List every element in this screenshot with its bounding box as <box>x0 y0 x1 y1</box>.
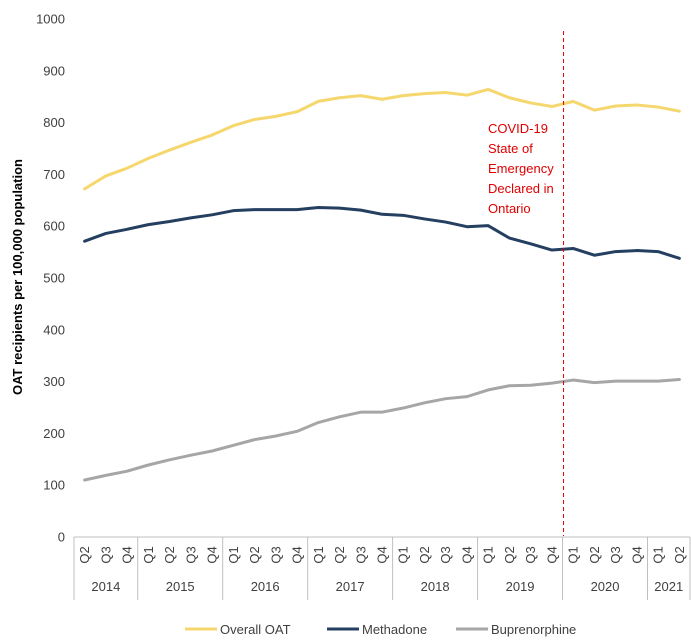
x-quarter-label-4: Q2 <box>162 546 177 563</box>
covid-annotation: COVID-19 State of Emergency Declared in Onta… <box>488 31 565 536</box>
x-quarter-label-7: Q1 <box>226 546 241 563</box>
x-quarter-label-13: Q3 <box>353 546 368 563</box>
y-tick-label-9: 900 <box>43 63 65 78</box>
x-quarter-label-2: Q4 <box>120 546 135 563</box>
annotation-line-1: State of <box>488 141 533 156</box>
x-quarter-label-0: Q2 <box>77 546 92 563</box>
y-tick-label-2: 200 <box>43 426 65 441</box>
x-quarter-label-14: Q4 <box>375 546 390 563</box>
series-line-overall-oat <box>83 87 681 191</box>
legend-label-overall-oat: Overall OAT <box>220 622 291 637</box>
x-axis: Q2 Q3 Q4 Q1 Q2 Q3 Q4 Q1 Q2 Q3 Q4 Q1 Q2 Q3 Q4 Q1 Q2 Q3 Q4 Q1… <box>73 536 691 600</box>
annotation-line-4: Ontario <box>488 201 531 216</box>
x-year-label-7: 2021 <box>654 579 683 594</box>
x-quarter-label-3: Q1 <box>141 546 156 563</box>
series-line-methadone <box>83 206 681 260</box>
y-tick-label-8: 800 <box>43 115 65 130</box>
x-quarter-label-28: Q2 <box>672 546 687 563</box>
y-tick-label-1: 100 <box>43 478 65 493</box>
y-tick-label-3: 300 <box>43 374 65 389</box>
x-quarter-label-9: Q3 <box>268 546 283 563</box>
x-quarter-label-26: Q4 <box>629 546 644 563</box>
x-quarter-label-21: Q3 <box>523 546 538 563</box>
x-year-label-6: 2020 <box>591 579 620 594</box>
x-year-label-1: 2015 <box>166 579 195 594</box>
series-lines <box>83 87 681 482</box>
y-axis: 0 100 200 300 400 500 600 700 800 900 1000 <box>36 12 65 545</box>
legend-label-methadone: Methadone <box>362 622 427 637</box>
x-quarter-label-17: Q3 <box>438 546 453 563</box>
legend: Overall OAT Methadone Buprenorphine <box>185 622 576 637</box>
x-quarter-label-8: Q2 <box>247 546 262 563</box>
x-quarter-label-6: Q4 <box>205 546 220 563</box>
x-quarter-label-15: Q1 <box>396 546 411 563</box>
y-tick-label-0: 0 <box>58 530 65 545</box>
x-quarter-label-5: Q3 <box>183 546 198 563</box>
x-quarter-label-18: Q4 <box>459 546 474 563</box>
x-quarter-label-27: Q1 <box>651 546 666 563</box>
x-quarter-label-22: Q4 <box>544 546 559 563</box>
annotation-line-0: COVID-19 <box>488 121 548 136</box>
x-year-label-5: 2019 <box>506 579 535 594</box>
x-quarter-label-24: Q2 <box>587 546 602 563</box>
x-year-label-4: 2018 <box>421 579 450 594</box>
x-quarter-label-1: Q3 <box>98 546 113 563</box>
series-line-buprenorphine <box>83 378 681 482</box>
x-quarter-label-12: Q2 <box>332 546 347 563</box>
y-axis-title: OAT recipients per 100,000 population <box>10 159 25 395</box>
y-tick-label-5: 500 <box>43 271 65 286</box>
legend-label-buprenorphine: Buprenorphine <box>491 622 576 637</box>
x-quarter-label-23: Q1 <box>566 546 581 563</box>
y-tick-label-6: 600 <box>43 219 65 234</box>
x-quarter-label-19: Q1 <box>481 546 496 563</box>
y-tick-label-4: 400 <box>43 322 65 337</box>
x-quarter-label-11: Q1 <box>311 546 326 563</box>
x-year-label-0: 2014 <box>91 579 120 594</box>
annotation-line-3: Declared in <box>488 181 554 196</box>
x-year-label-3: 2017 <box>336 579 365 594</box>
y-tick-label-10: 1000 <box>36 12 65 27</box>
x-quarter-label-20: Q2 <box>502 546 517 563</box>
y-tick-label-7: 700 <box>43 167 65 182</box>
x-quarter-label-16: Q2 <box>417 546 432 563</box>
x-quarter-label-10: Q4 <box>290 546 305 563</box>
x-year-label-2: 2016 <box>251 579 280 594</box>
x-quarter-label-25: Q3 <box>608 546 623 563</box>
annotation-line-2: Emergency <box>488 161 554 176</box>
